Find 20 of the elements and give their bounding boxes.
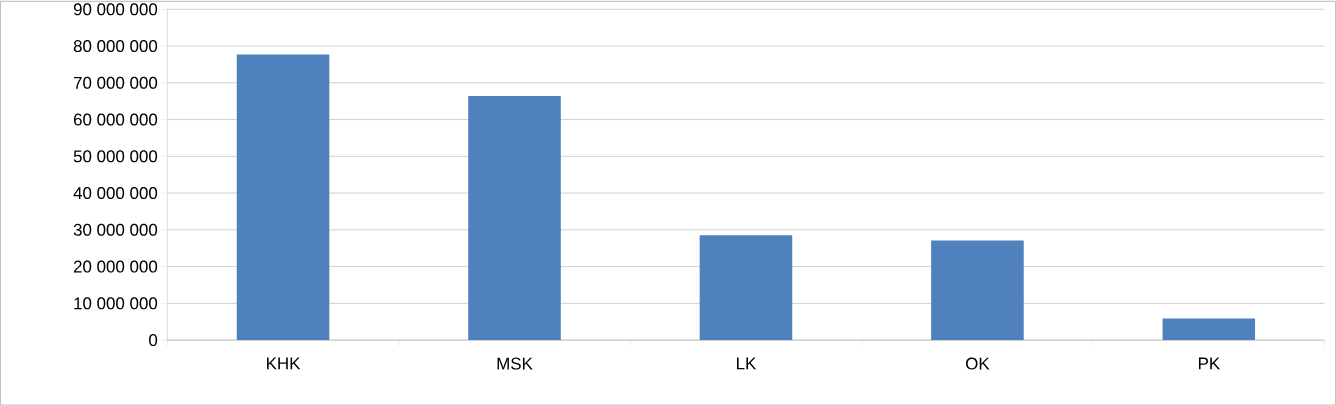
- x-tick-label: KHK: [267, 357, 301, 370]
- y-tick-label: 30 000 000: [73, 223, 158, 236]
- y-tick-label: 20 000 000: [73, 260, 158, 273]
- y-tick-label: 0: [149, 333, 158, 346]
- y-tick-label: 70 000 000: [73, 76, 158, 89]
- bar: [236, 54, 330, 340]
- bar: [1162, 318, 1256, 340]
- x-tick-label: OK: [965, 357, 990, 370]
- y-tick-label: 50 000 000: [73, 150, 158, 163]
- bar: [699, 235, 793, 340]
- x-tick-label: LK: [737, 357, 757, 370]
- y-tick-label: 80 000 000: [73, 39, 158, 52]
- y-tick-label: 60 000 000: [73, 113, 158, 126]
- bar: [468, 95, 561, 340]
- x-tick-label: MSK: [497, 357, 533, 370]
- y-tick-label: 90 000 000: [73, 3, 158, 16]
- y-tick-label: 40 000 000: [73, 186, 158, 199]
- y-tick-label: 10 000 000: [74, 297, 158, 310]
- x-tick-label: PK: [1198, 357, 1220, 370]
- bar: [931, 240, 1024, 340]
